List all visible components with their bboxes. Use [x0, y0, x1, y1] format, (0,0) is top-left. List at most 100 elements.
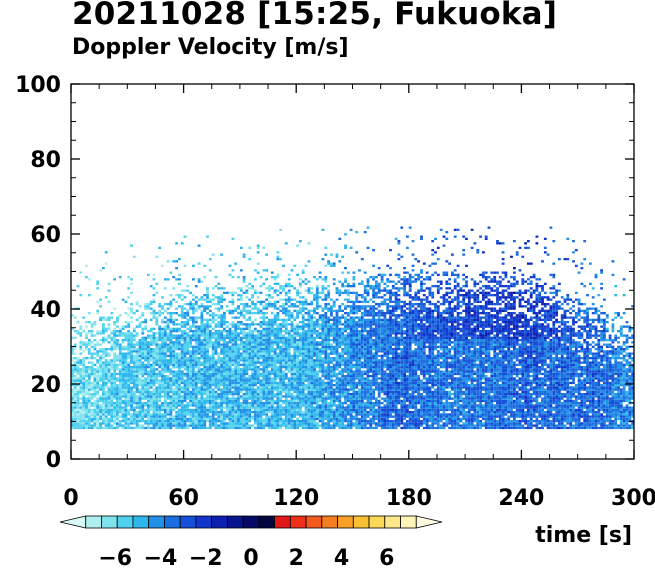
heatmap-cell — [211, 341, 215, 344]
heatmap-cell — [301, 350, 305, 353]
heatmap-cell — [332, 278, 336, 281]
heatmap-cell — [231, 330, 235, 333]
heatmap-cell — [270, 384, 274, 387]
heatmap-cell — [349, 327, 353, 330]
heatmap-cell — [124, 368, 128, 371]
heatmap-cell — [251, 300, 254, 303]
heatmap-cell — [332, 321, 336, 324]
heatmap-cell — [239, 368, 243, 371]
heatmap-cell — [220, 368, 223, 371]
heatmap-cell — [85, 357, 88, 360]
heatmap-cell — [346, 314, 350, 317]
heatmap-cell — [279, 309, 283, 312]
heatmap-cell — [313, 350, 316, 353]
heatmap-cell — [259, 399, 263, 403]
heatmap-cell — [254, 390, 257, 394]
heatmap-cell — [254, 395, 257, 398]
heatmap-cell — [225, 363, 229, 366]
heatmap-cell — [346, 321, 350, 324]
heatmap-cell — [225, 386, 229, 389]
heatmap-cell — [324, 312, 328, 315]
heatmap-cell — [284, 415, 288, 418]
heatmap-cell — [239, 408, 243, 412]
heatmap-cell — [203, 402, 207, 405]
heatmap-cell — [183, 334, 187, 337]
heatmap-cell — [301, 336, 305, 339]
heatmap-cell — [197, 393, 201, 396]
heatmap-cell — [161, 307, 164, 310]
heatmap-cell — [332, 359, 336, 362]
heatmap-cell — [228, 352, 232, 355]
heatmap-cell — [254, 402, 257, 405]
heatmap-cell — [346, 343, 350, 346]
heatmap-cell — [169, 354, 173, 357]
heatmap-cell — [113, 363, 116, 366]
heatmap-cell — [183, 393, 187, 396]
heatmap-cell — [113, 339, 116, 342]
heatmap-cell — [307, 348, 311, 351]
heatmap-cell — [79, 294, 83, 297]
heatmap-cell — [296, 406, 299, 409]
heatmap-cell — [254, 372, 257, 376]
heatmap-cell — [132, 368, 136, 371]
heatmap-cell — [282, 359, 285, 362]
heatmap-cell — [327, 336, 330, 339]
heatmap-cell — [206, 417, 209, 421]
heatmap-cell — [96, 424, 100, 427]
heatmap-cell — [335, 325, 339, 328]
heatmap-cell — [214, 393, 218, 396]
heatmap-cell — [71, 352, 74, 355]
heatmap-cell — [282, 309, 285, 312]
heatmap-cell — [186, 381, 190, 385]
heatmap-cell — [290, 397, 294, 400]
heatmap-cell — [76, 332, 80, 335]
heatmap-cell — [152, 390, 156, 394]
heatmap-cell — [237, 377, 240, 380]
heatmap-cell — [304, 420, 308, 423]
heatmap-cell — [296, 316, 299, 319]
heatmap-cell — [341, 377, 344, 380]
heatmap-cell — [234, 422, 238, 425]
heatmap-cell — [344, 330, 347, 333]
heatmap-cell — [197, 411, 201, 414]
heatmap-cell — [203, 336, 207, 339]
heatmap-cell — [307, 280, 311, 283]
heatmap-cell — [217, 372, 221, 376]
heatmap-cell — [245, 354, 249, 357]
heatmap-cell — [118, 379, 122, 382]
heatmap-cell — [110, 413, 114, 416]
heatmap-cell — [194, 316, 198, 319]
heatmap-cell — [147, 352, 150, 355]
heatmap-cell — [149, 408, 153, 412]
heatmap-cell — [256, 397, 260, 400]
heatmap-cell — [310, 424, 314, 427]
heatmap-cell — [310, 426, 314, 430]
heatmap-cell — [310, 375, 314, 378]
heatmap-cell — [110, 330, 114, 333]
heatmap-cell — [349, 300, 353, 303]
heatmap-cell — [330, 406, 333, 409]
heatmap-cell — [262, 377, 266, 380]
heatmap-cell — [180, 339, 184, 342]
heatmap-cell — [245, 420, 249, 423]
heatmap-cell — [169, 359, 173, 362]
heatmap-cell — [256, 348, 260, 351]
heatmap-cell — [231, 323, 235, 326]
heatmap-cell — [254, 305, 257, 308]
heatmap-cell — [346, 404, 350, 407]
heatmap-cell — [265, 370, 268, 373]
heatmap-cell — [163, 321, 167, 324]
heatmap-cell — [76, 390, 80, 394]
heatmap-cell — [346, 350, 350, 353]
heatmap-cell — [313, 413, 316, 416]
heatmap-cell — [330, 393, 333, 396]
heatmap-cell — [344, 267, 347, 270]
heatmap-cell — [299, 361, 302, 364]
heatmap-cell — [121, 381, 125, 385]
heatmap-cell — [180, 375, 184, 378]
heatmap-cell — [265, 325, 268, 328]
heatmap-cell — [313, 415, 316, 418]
heatmap-cell — [116, 408, 119, 412]
heatmap-cell — [310, 314, 314, 317]
heatmap-cell — [155, 316, 159, 319]
